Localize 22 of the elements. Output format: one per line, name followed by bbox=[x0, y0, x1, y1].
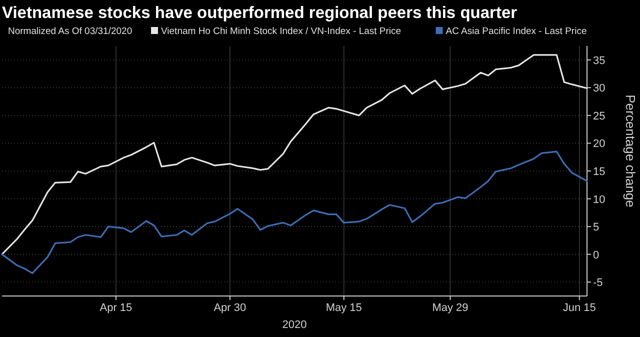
chart-subtitle: Normalized As Of 03/31/2020 bbox=[8, 26, 132, 37]
y-tick-label: 10 bbox=[593, 194, 606, 206]
chart-title: Vietnamese stocks have outperformed regional peers this quarter bbox=[2, 4, 518, 22]
y-tick-label: 0 bbox=[593, 249, 600, 262]
legend-label: Vietnam Ho Chi Minh Stock Index / VN-Index - Last Price bbox=[161, 26, 402, 37]
line-series bbox=[1, 150, 588, 274]
y-tick-label: 35 bbox=[593, 54, 606, 67]
x-tick-label: May 15 bbox=[326, 302, 362, 314]
x-tick-label: Apr 30 bbox=[214, 302, 246, 314]
x-tick-label: Jun 15 bbox=[562, 302, 596, 314]
x-axis-title: 2020 bbox=[282, 319, 307, 331]
legend-label: AC Asia Pacific Index - Last Price bbox=[446, 26, 587, 37]
y-tick-label: 15 bbox=[593, 166, 606, 178]
x-tick-label: May 29 bbox=[432, 302, 468, 314]
x-tick-label: Apr 15 bbox=[100, 302, 132, 314]
line-series bbox=[1, 54, 588, 256]
y-axis-title: Percentage change bbox=[623, 94, 638, 208]
y-tick-label: 30 bbox=[593, 82, 606, 95]
y-tick-label: 25 bbox=[593, 110, 606, 122]
y-tick-label: 20 bbox=[593, 138, 606, 150]
y-tick-label: -5 bbox=[593, 277, 603, 290]
y-tick-label: 5 bbox=[593, 222, 600, 234]
